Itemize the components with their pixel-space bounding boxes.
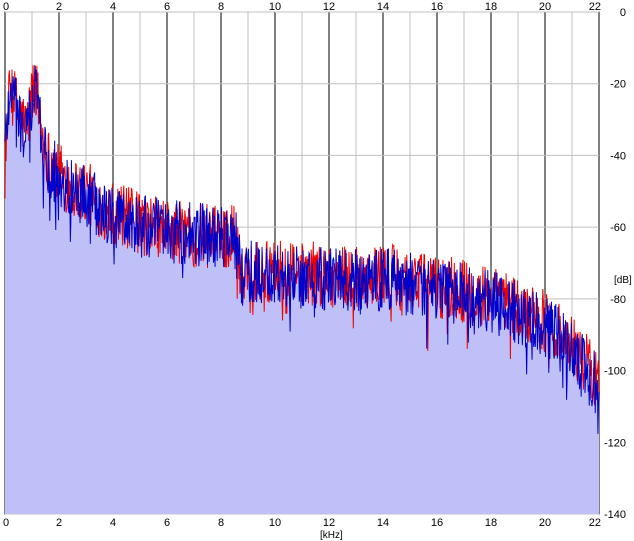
x-tick-label-bottom: 4 [110,517,116,529]
x-tick-label-top: 14 [377,1,389,13]
y-tick-label: -20 [610,79,626,91]
y-tick-label: 0 [620,7,626,19]
x-tick-labels-top: 0 2 4 6 8 10 12 14 16 18 20 22 [3,1,601,13]
y-tick-labels: 0 -20 -40 -60 -80 -100 -120 -140 [604,7,626,521]
y-tick-label: -80 [610,294,626,306]
x-tick-label-bottom: 10 [269,517,281,529]
x-tick-labels-bottom: 0 2 4 6 8 10 12 14 16 18 20 22 [3,517,601,529]
y-tick-label: -120 [604,437,626,449]
x-tick-label-top: 4 [110,1,116,13]
x-tick-label-top: 18 [485,1,497,13]
x-tick-label-top: 22 [589,1,601,13]
series-line-blue [4,65,600,434]
x-tick-label-top: 12 [323,1,335,13]
y-tick-label: -40 [610,150,626,162]
x-tick-label-bottom: 16 [431,517,443,529]
x-tick-label-top: 10 [269,1,281,13]
y-tick-label: -100 [604,366,626,378]
x-tick-label-bottom: 2 [56,517,62,529]
x-tick-label-bottom: 0 [3,517,9,529]
x-tick-label-bottom: 8 [218,517,224,529]
x-tick-label-bottom: 20 [539,517,551,529]
x-axis-unit: [kHz] [320,530,343,541]
y-tick-label: -60 [610,222,626,234]
y-axis-unit: [dB] [614,275,632,286]
x-tick-label-top: 2 [56,1,62,13]
x-tick-label-top: 0 [3,1,9,13]
x-tick-label-top: 20 [539,1,551,13]
x-tick-label-bottom: 6 [164,517,170,529]
x-tick-label-top: 16 [431,1,443,13]
x-tick-label-bottom: 22 [589,517,601,529]
x-tick-label-bottom: 18 [485,517,497,529]
x-tick-label-top: 8 [218,1,224,13]
x-tick-label-bottom: 12 [323,517,335,529]
x-tick-label-bottom: 14 [377,517,389,529]
y-tick-label: -140 [604,509,626,521]
x-tick-label-top: 6 [164,1,170,13]
